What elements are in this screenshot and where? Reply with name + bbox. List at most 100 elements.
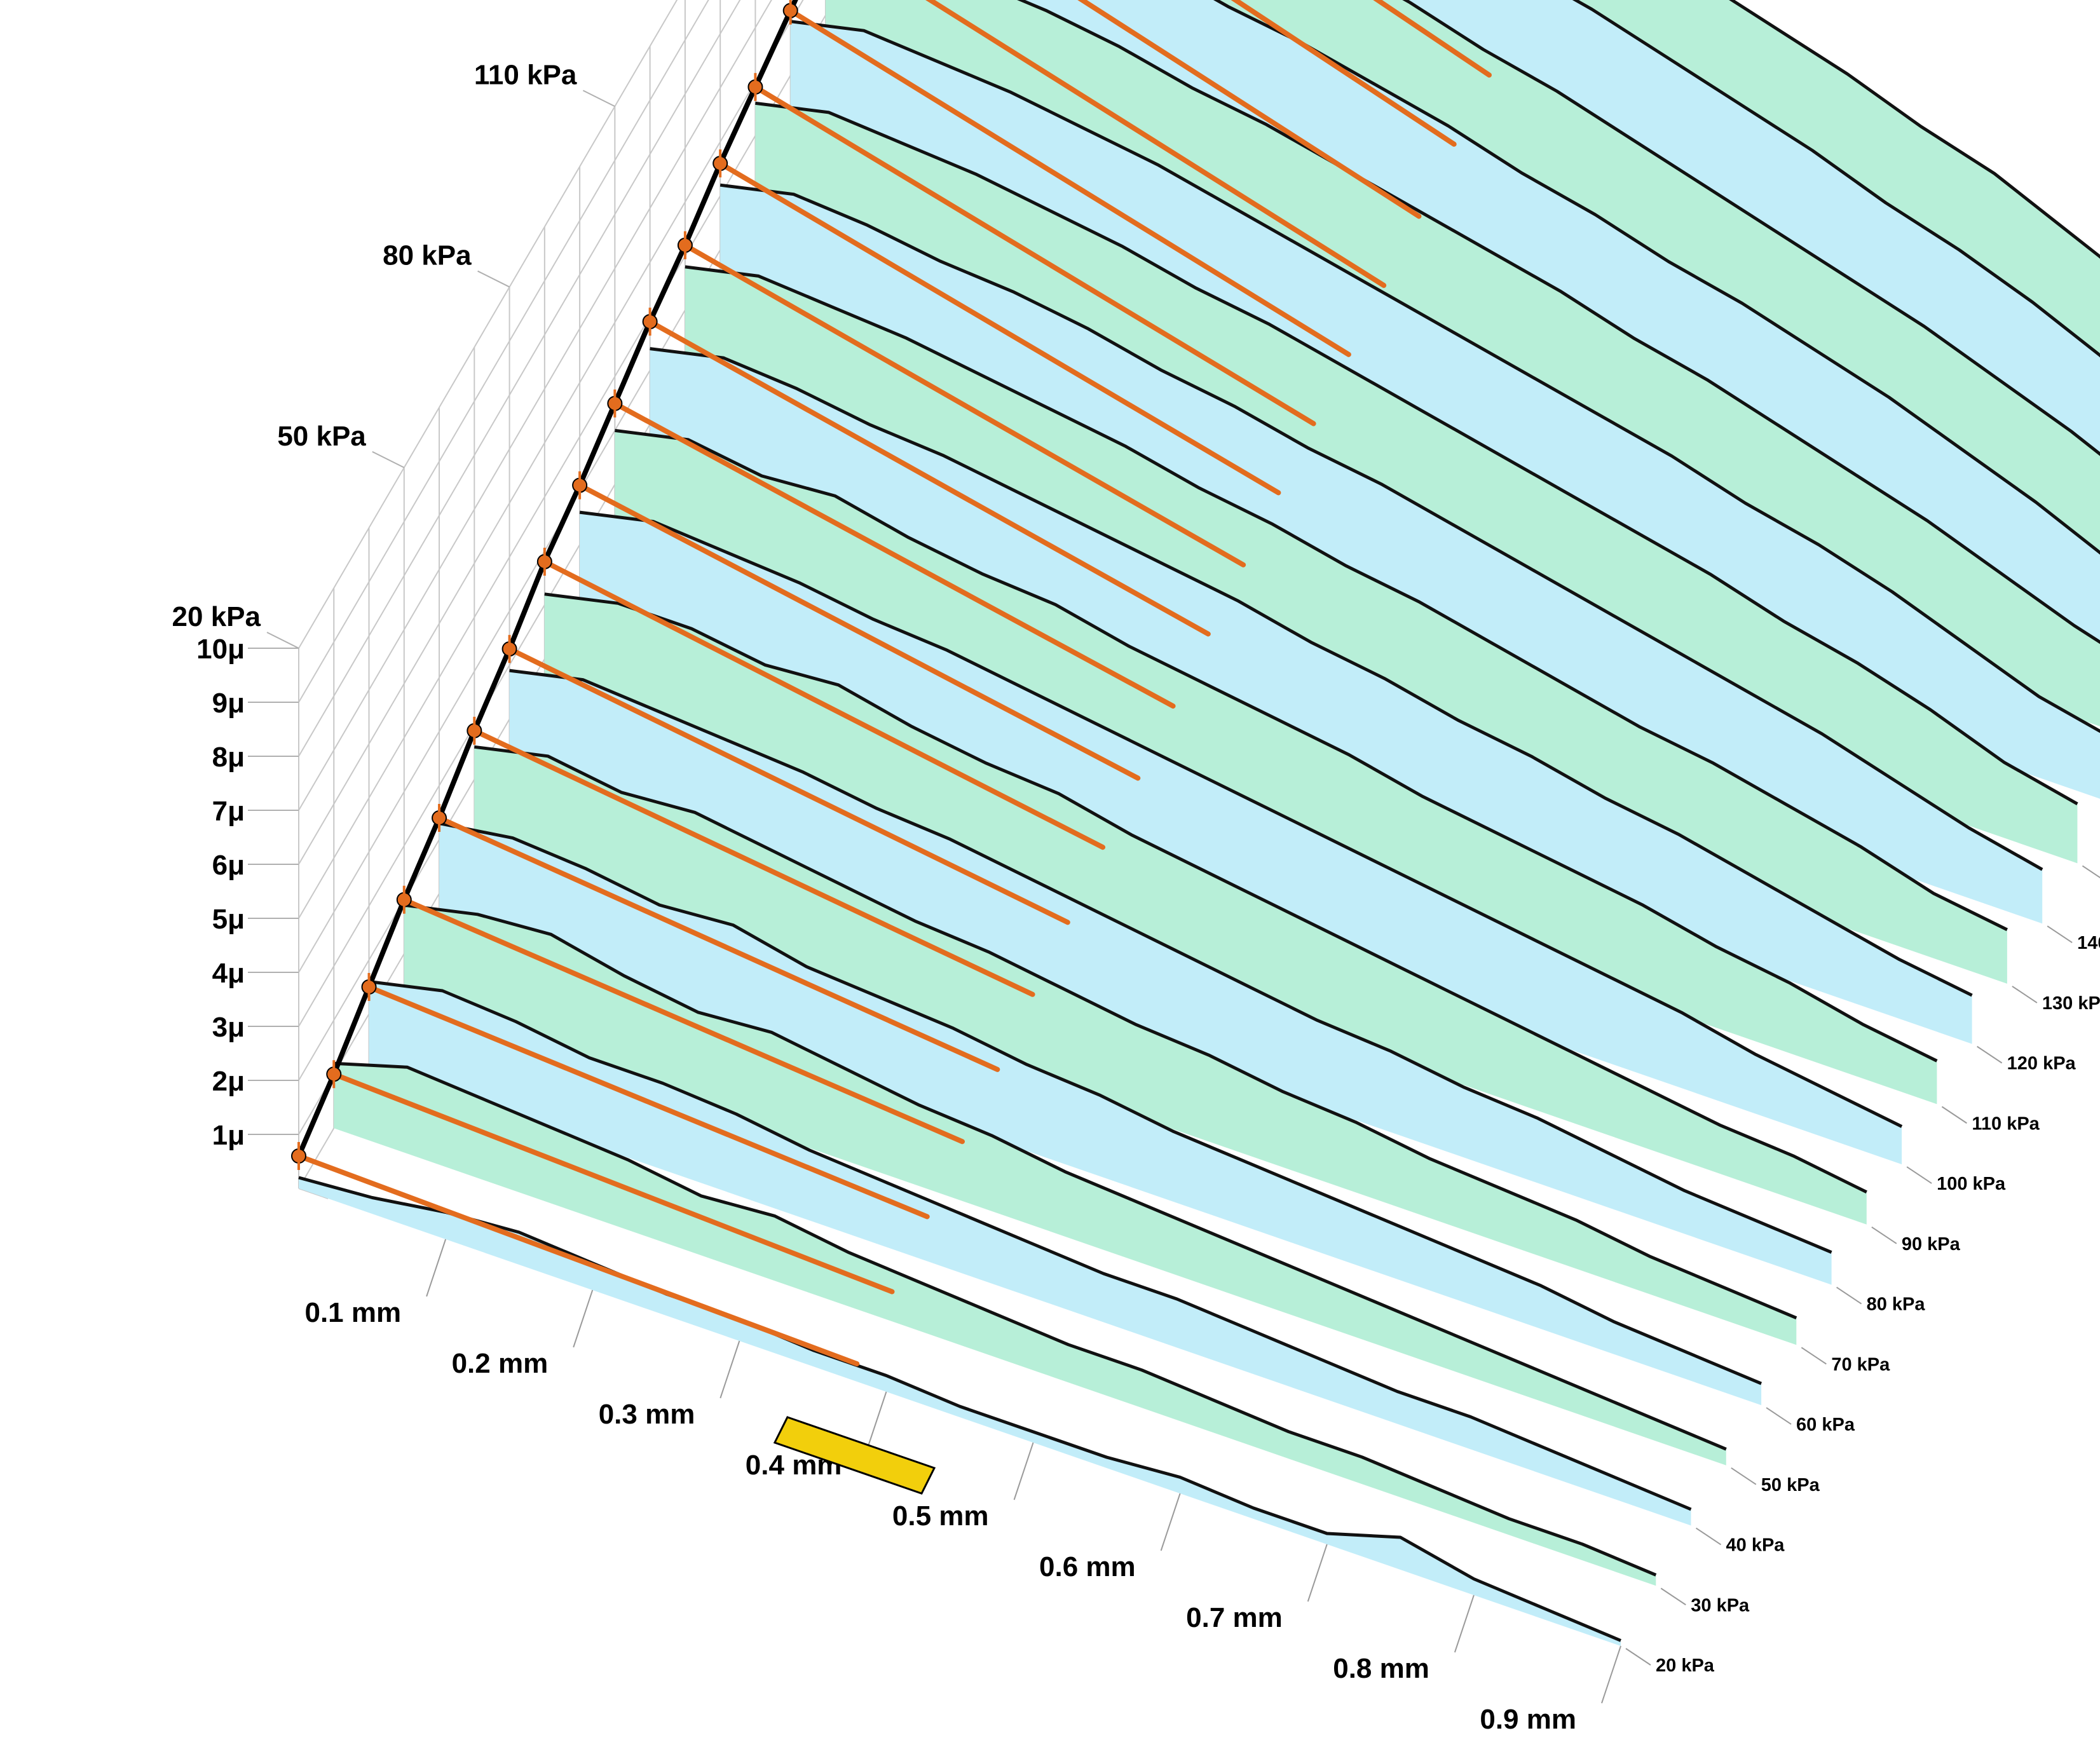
profile-line-50kpa (404, 903, 1727, 1451)
trend-line (1373, 0, 1492, 78)
profile-area-120kpa (650, 348, 1972, 1044)
x-tick (866, 1391, 887, 1450)
pressure-leader (1977, 1045, 2003, 1064)
x-tick (426, 1239, 447, 1297)
x-tick-label: 0.2 mm (452, 1348, 549, 1379)
x-tick (1307, 1544, 1328, 1602)
x-tick-label: 0.1 mm (304, 1297, 401, 1328)
z-tick-label: 4μ (212, 958, 245, 989)
pressure-leader (1871, 1227, 1897, 1244)
trend-line (577, 482, 1141, 781)
profile-area-140kpa (720, 185, 2043, 924)
x-tick (1013, 1442, 1034, 1500)
trend-layer (291, 0, 1492, 1366)
profile-area-130kpa (685, 266, 2007, 984)
profile-line-70kpa (474, 745, 1797, 1320)
profile-line-40kpa (369, 980, 1692, 1511)
series-label: 100 kPa (1937, 1174, 2006, 1194)
grid-line-horizontal (298, 0, 836, 919)
profile-area-70kpa (474, 747, 1797, 1345)
grid-line-horizontal (298, 0, 804, 865)
profile-area-150kpa (755, 103, 2078, 864)
pressure-tick-label: 80 kPa (383, 240, 472, 271)
profile-line-20kpa (298, 1176, 1621, 1642)
x-tick (1160, 1493, 1181, 1551)
trend-line (437, 815, 1000, 1072)
profile-area-80kpa (509, 670, 1832, 1285)
pressure-tick-label: 110 kPa (474, 59, 577, 90)
x-tick (1454, 1594, 1475, 1653)
grid-line-horizontal (298, 0, 741, 757)
z-tick-label: 7μ (212, 796, 245, 827)
trend-line (401, 897, 965, 1145)
series-label: 50 kPa (1761, 1475, 1820, 1495)
pressure-leader (1941, 1106, 1967, 1124)
pressure-leader (1731, 1467, 1757, 1485)
profile-line-100kpa (579, 510, 1903, 1128)
pressure-leader (2012, 986, 2038, 1003)
profile-line-120kpa (650, 347, 1973, 997)
grid-line-horizontal (298, 0, 772, 811)
pressure-leader (2082, 865, 2100, 879)
profile-line-150kpa (755, 101, 2078, 806)
profile-line-210kpa (1729, 0, 2100, 259)
pressure-leader (1660, 1588, 1686, 1606)
z-tick-label: 10μ (196, 634, 245, 665)
pressure-tick (266, 632, 299, 649)
series-label: 20 kPa (1656, 1656, 1715, 1676)
profile-line-190kpa (1402, 0, 2100, 456)
series-label: 30 kPa (1691, 1595, 1750, 1615)
grid-line-horizontal (298, 0, 709, 703)
trend-line (507, 646, 1070, 925)
pressure-leader (1801, 1347, 1827, 1365)
trend-line (718, 161, 1281, 496)
profile-line-200kpa (1572, 0, 2100, 358)
profile-area-100kpa (580, 512, 1902, 1165)
profile-line-180kpa (1213, 0, 2100, 555)
profile-line-60kpa (439, 822, 1762, 1385)
series-label: 130 kPa (2042, 993, 2100, 1014)
pressure-tick (582, 90, 615, 107)
profile-area-90kpa (544, 594, 1867, 1225)
profile-line-80kpa (509, 669, 1832, 1254)
profile-area-160kpa (790, 21, 2100, 799)
pressure-leader (1906, 1166, 1932, 1184)
z-tick-label: 6μ (212, 850, 245, 881)
trend-line (366, 984, 930, 1220)
z-tick-label: 2μ (212, 1066, 245, 1097)
z-tick-label: 9μ (212, 688, 245, 719)
x-tick-label: 0.9 mm (1480, 1704, 1576, 1735)
profile-line-140kpa (719, 183, 2043, 871)
x-tick (1601, 1645, 1621, 1704)
z-tick-label: 5μ (212, 904, 245, 935)
scale-marker (773, 1416, 936, 1495)
series-label: 120 kPa (2007, 1054, 2076, 1074)
profile-line-130kpa (685, 265, 2008, 932)
trend-line (542, 559, 1106, 850)
series-label: 110 kPa (1972, 1113, 2040, 1134)
x-tick-label: 0.5 mm (892, 1500, 989, 1532)
trend-line (682, 242, 1246, 568)
series-label: 70 kPa (1831, 1354, 1890, 1375)
trend-line (612, 400, 1176, 709)
profile-line-30kpa (334, 1061, 1657, 1577)
trend-line (331, 1071, 895, 1295)
x-tick (719, 1340, 740, 1399)
grid-line-horizontal (298, 0, 678, 649)
axis-layer: 210 kPa200 kPa190 kPa180 kPa170 kPa160 k… (172, 59, 2100, 1735)
series-label: 60 kPa (1796, 1415, 1855, 1435)
trend-line (472, 728, 1035, 997)
trend-line (647, 319, 1211, 637)
trend-line (296, 1153, 860, 1366)
pressure-tick-label: 50 kPa (277, 421, 366, 452)
profile-area-40kpa (369, 981, 1691, 1526)
pressure-leader (2047, 925, 2073, 943)
x-tick-label: 0.3 mm (599, 1399, 695, 1430)
x-tick (573, 1289, 594, 1348)
series-label: 80 kPa (1867, 1295, 1926, 1315)
z-tick-label: 3μ (212, 1012, 245, 1043)
pressure-leader (1836, 1286, 1862, 1305)
trend-line (1077, 0, 1422, 219)
x-tick-label: 0.6 mm (1039, 1551, 1136, 1582)
